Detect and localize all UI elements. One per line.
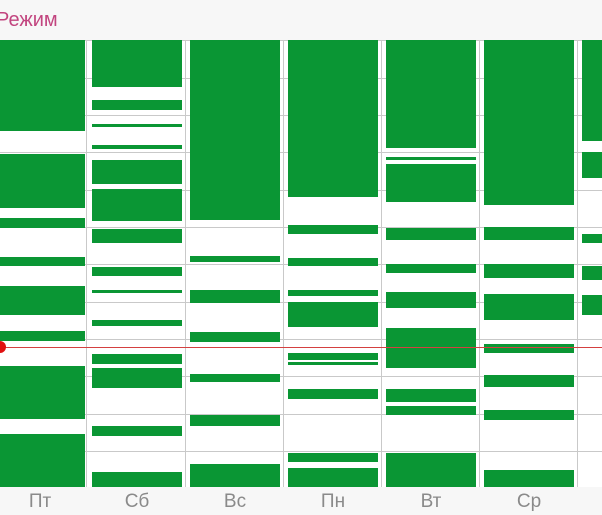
- sleep-block[interactable]: [288, 40, 378, 197]
- day-axis: Пт Сб Вс Пн Вт Ср: [0, 487, 602, 515]
- sleep-block[interactable]: [582, 40, 602, 141]
- day-column[interactable]: [92, 40, 182, 487]
- sleep-block[interactable]: [92, 354, 182, 364]
- sleep-block[interactable]: [92, 145, 182, 149]
- sleep-block[interactable]: [190, 290, 280, 303]
- day-label: Вт: [420, 491, 442, 512]
- sleep-block[interactable]: [190, 256, 280, 262]
- sleep-block[interactable]: [92, 40, 182, 87]
- sleep-block[interactable]: [484, 344, 574, 353]
- day-label: Сб: [124, 491, 150, 512]
- sleep-block[interactable]: [288, 468, 378, 487]
- hour-gridline: [0, 339, 602, 340]
- sleep-block[interactable]: [0, 366, 85, 419]
- day-column[interactable]: [386, 40, 476, 487]
- sleep-block[interactable]: [0, 257, 85, 266]
- day-column[interactable]: [582, 40, 602, 487]
- day-divider: [479, 40, 480, 487]
- sleep-block[interactable]: [288, 353, 378, 360]
- day-column[interactable]: [190, 40, 280, 487]
- sleep-block[interactable]: [190, 415, 280, 426]
- sleep-block[interactable]: [288, 389, 378, 399]
- hour-gridline: [0, 451, 602, 452]
- day-label: Пт: [28, 491, 52, 512]
- day-divider: [283, 40, 284, 487]
- sleep-block[interactable]: [484, 40, 574, 205]
- sleep-block[interactable]: [92, 290, 182, 293]
- hour-gridline: [0, 376, 602, 377]
- day-label: Пн: [320, 491, 346, 512]
- hour-gridline: [0, 414, 602, 415]
- sleep-block[interactable]: [288, 362, 378, 365]
- sleep-block[interactable]: [386, 40, 476, 148]
- sleep-block[interactable]: [92, 426, 182, 436]
- sleep-block[interactable]: [92, 100, 182, 110]
- sleep-block[interactable]: [582, 266, 602, 280]
- sleep-block[interactable]: [190, 40, 280, 220]
- day-divider: [577, 40, 578, 487]
- day-column[interactable]: [484, 40, 574, 487]
- sleep-grid[interactable]: [0, 40, 602, 487]
- sleep-block[interactable]: [0, 40, 85, 131]
- sleep-block[interactable]: [0, 331, 85, 341]
- current-time-dot: [0, 341, 6, 353]
- day-column[interactable]: [288, 40, 378, 487]
- sleep-block[interactable]: [288, 302, 378, 327]
- sleep-block[interactable]: [386, 292, 476, 308]
- sleep-block[interactable]: [386, 264, 476, 273]
- sleep-block[interactable]: [484, 410, 574, 420]
- sleep-block[interactable]: [582, 152, 602, 178]
- sleep-block[interactable]: [0, 286, 85, 315]
- sleep-block[interactable]: [386, 228, 476, 240]
- sleep-block[interactable]: [386, 157, 476, 160]
- sleep-block[interactable]: [288, 225, 378, 234]
- sleep-block[interactable]: [190, 374, 280, 382]
- sleep-block[interactable]: [386, 453, 476, 487]
- sleep-block[interactable]: [92, 472, 182, 487]
- sleep-block[interactable]: [582, 234, 602, 243]
- sleep-block[interactable]: [92, 368, 182, 388]
- day-label: Вс: [223, 491, 247, 512]
- sleep-block[interactable]: [484, 375, 574, 387]
- sleep-block[interactable]: [288, 453, 378, 462]
- sleep-block[interactable]: [0, 154, 85, 208]
- header: Режим: [0, 0, 602, 40]
- sleep-block[interactable]: [484, 264, 574, 278]
- sleep-block[interactable]: [386, 389, 476, 402]
- sleep-block[interactable]: [386, 328, 476, 368]
- sleep-block[interactable]: [582, 295, 602, 315]
- day-column[interactable]: [0, 40, 85, 487]
- sleep-block[interactable]: [92, 189, 182, 221]
- sleep-block[interactable]: [386, 164, 476, 202]
- sleep-block[interactable]: [92, 320, 182, 326]
- sleep-block[interactable]: [484, 294, 574, 320]
- sleep-block[interactable]: [92, 229, 182, 243]
- sleep-block[interactable]: [0, 218, 85, 228]
- sleep-block[interactable]: [386, 406, 476, 415]
- current-time-line: [0, 347, 602, 348]
- sleep-block[interactable]: [0, 434, 85, 487]
- sleep-block[interactable]: [288, 258, 378, 266]
- day-divider: [86, 40, 87, 487]
- day-divider: [185, 40, 186, 487]
- sleep-block[interactable]: [484, 470, 574, 487]
- sleep-block[interactable]: [484, 227, 574, 240]
- sleep-block[interactable]: [92, 124, 182, 127]
- day-label: Ср: [516, 491, 542, 512]
- day-divider: [381, 40, 382, 487]
- mode-label[interactable]: Режим: [0, 9, 58, 31]
- sleep-block[interactable]: [288, 290, 378, 296]
- sleep-block[interactable]: [92, 160, 182, 184]
- sleep-block[interactable]: [190, 464, 280, 487]
- sleep-block[interactable]: [92, 267, 182, 276]
- sleep-block[interactable]: [190, 332, 280, 342]
